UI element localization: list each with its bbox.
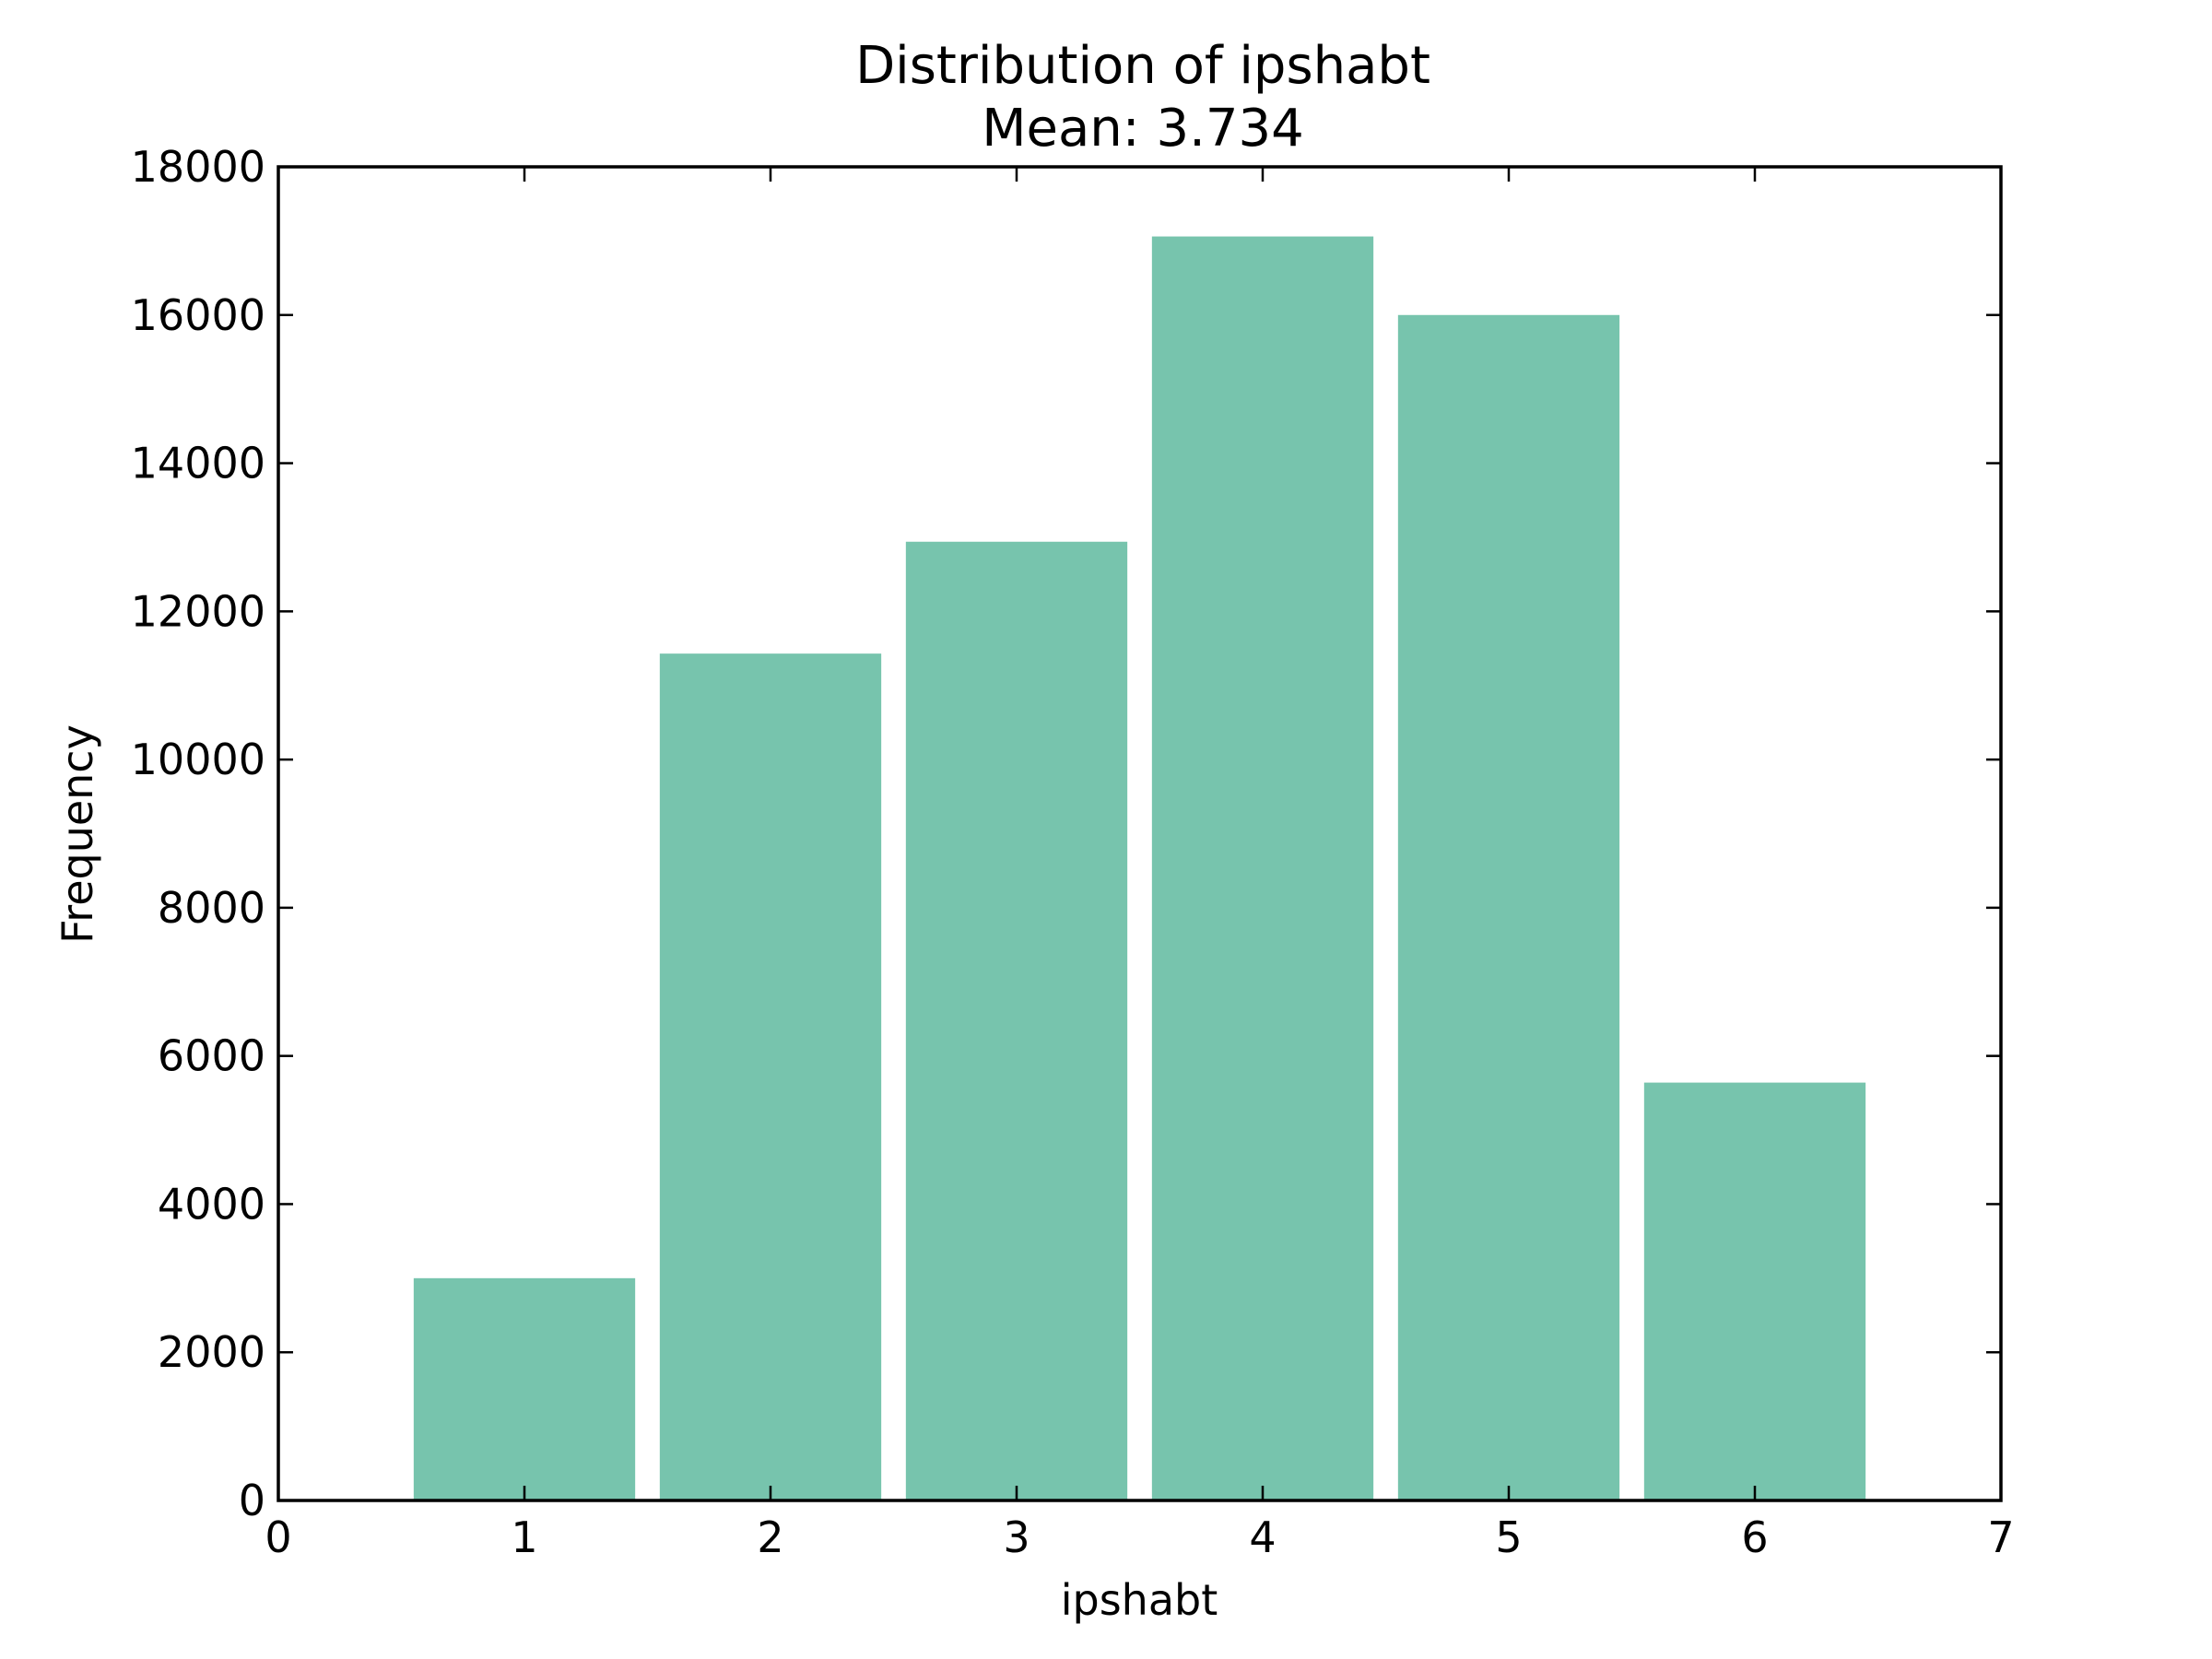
bar-2 (659, 653, 882, 1500)
y-tick-label-18000: 18000 (131, 142, 265, 192)
x-tick-label-4: 4 (1249, 1512, 1276, 1562)
x-tick-label-7: 7 (1987, 1512, 2014, 1562)
bars-group (413, 236, 1866, 1500)
y-axis-label: Frequency (53, 724, 102, 944)
bar-1 (413, 1277, 636, 1500)
chart-subtitle: Mean: 3.734 (982, 99, 1304, 159)
x-tick-label-2: 2 (757, 1512, 783, 1562)
x-tick-label-5: 5 (1495, 1512, 1522, 1562)
bar-5 (1397, 314, 1620, 1500)
y-tick-label-16000: 16000 (131, 290, 265, 340)
ticks-group: 0 1 2 3 4 5 6 7 0 2000 4000 6000 8000 10000 12000 14000… (131, 142, 2015, 1562)
x-axis-label: ipshabt (1061, 1575, 1218, 1625)
bar-6 (1643, 1082, 1866, 1500)
x-tick-label-0: 0 (265, 1512, 291, 1562)
y-tick-label-12000: 12000 (131, 586, 265, 636)
x-tick-label-6: 6 (1741, 1512, 1768, 1562)
y-tick-label-8000: 8000 (158, 883, 265, 933)
y-tick-label-10000: 10000 (131, 735, 265, 784)
bar-3 (905, 541, 1128, 1500)
y-tick-label-2000: 2000 (158, 1327, 265, 1377)
y-tick-label-4000: 4000 (158, 1179, 265, 1229)
y-tick-label-0: 0 (239, 1476, 265, 1525)
y-tick-label-6000: 6000 (158, 1031, 265, 1081)
x-tick-label-1: 1 (511, 1512, 537, 1562)
plot-frame (276, 165, 2003, 1502)
bar-4 (1151, 236, 1374, 1500)
x-tick-label-3: 3 (1003, 1512, 1030, 1562)
chart-title: Distribution of ipshabt (855, 36, 1430, 96)
y-tick-label-14000: 14000 (131, 439, 265, 488)
